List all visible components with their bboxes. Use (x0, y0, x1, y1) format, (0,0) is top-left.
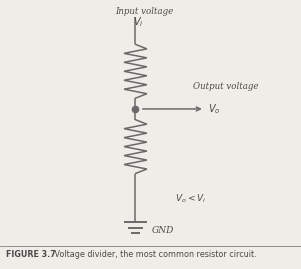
Text: $V_i$: $V_i$ (133, 15, 144, 29)
Text: Input voltage: Input voltage (115, 7, 174, 16)
Text: $V_o < V_i$: $V_o < V_i$ (175, 193, 206, 205)
Text: Voltage divider, the most common resistor circuit.: Voltage divider, the most common resisto… (47, 250, 256, 259)
Text: Output voltage: Output voltage (193, 83, 258, 91)
Text: $V_o$: $V_o$ (208, 102, 220, 116)
Text: GND: GND (152, 226, 174, 235)
Text: FIGURE 3.7: FIGURE 3.7 (6, 250, 56, 259)
